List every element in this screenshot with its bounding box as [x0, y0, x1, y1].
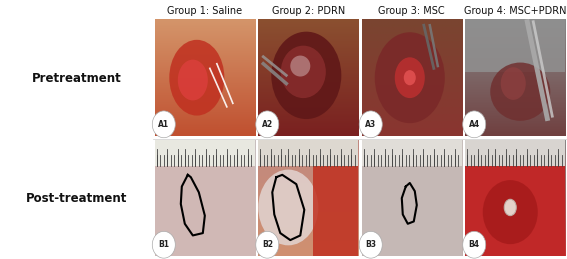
Text: Pretreatment: Pretreatment [32, 73, 121, 85]
Text: B1: B1 [158, 240, 170, 249]
Bar [362, 166, 462, 256]
Circle shape [153, 231, 175, 258]
Ellipse shape [501, 67, 526, 100]
Ellipse shape [281, 46, 326, 98]
Text: A1: A1 [158, 120, 170, 129]
Ellipse shape [375, 32, 445, 123]
Circle shape [463, 111, 486, 138]
Bar [465, 19, 565, 72]
Ellipse shape [271, 32, 341, 119]
Text: A3: A3 [365, 120, 376, 129]
Ellipse shape [483, 180, 538, 244]
Text: A2: A2 [262, 120, 273, 129]
Ellipse shape [504, 199, 517, 215]
Bar [362, 140, 462, 166]
Ellipse shape [178, 60, 208, 100]
Text: B4: B4 [469, 240, 480, 249]
Text: A4: A4 [469, 120, 480, 129]
Text: Group 1: Saline: Group 1: Saline [167, 6, 242, 17]
Bar [465, 140, 565, 166]
Ellipse shape [290, 55, 310, 76]
Circle shape [463, 231, 486, 258]
Ellipse shape [395, 57, 425, 98]
Ellipse shape [404, 70, 416, 85]
Bar [155, 166, 255, 256]
Bar [259, 140, 358, 166]
Ellipse shape [259, 170, 318, 245]
Ellipse shape [490, 62, 551, 121]
Bar [155, 140, 255, 166]
Ellipse shape [170, 40, 225, 116]
Circle shape [359, 231, 382, 258]
Text: Group 2: PDRN: Group 2: PDRN [272, 6, 345, 17]
Text: Group 4: MSC+PDRN: Group 4: MSC+PDRN [464, 6, 566, 17]
Circle shape [256, 111, 279, 138]
Bar [465, 166, 565, 256]
Bar [314, 166, 358, 256]
Text: B2: B2 [262, 240, 273, 249]
Circle shape [359, 111, 382, 138]
Text: Post-treatment: Post-treatment [26, 192, 127, 205]
Text: B3: B3 [365, 240, 376, 249]
Circle shape [153, 111, 175, 138]
Circle shape [256, 231, 279, 258]
Text: Group 3: MSC: Group 3: MSC [378, 6, 445, 17]
